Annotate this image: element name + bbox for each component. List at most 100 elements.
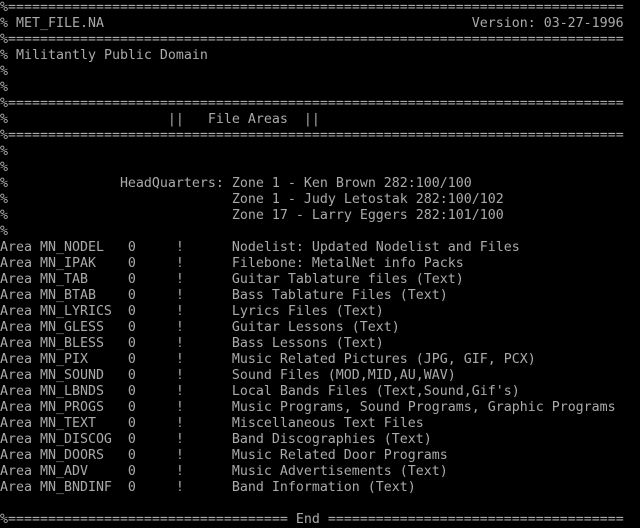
headquarters-line: % HeadQuarters: Zone 1 - Ken Brown 282:1… (0, 176, 472, 191)
area-flag: ! (175, 256, 184, 271)
area-flag: ! (175, 432, 184, 447)
separator-line: %=======================================… (0, 0, 624, 15)
file-name: % MET_FILE.NA (0, 16, 104, 31)
headquarters-line: % Zone 1 - Judy Letostak 282:100/102 (0, 192, 504, 207)
area-tag: MN_IPAK (39, 256, 96, 271)
area-description: Sound Files (MOD,MID,AU,WAV) (231, 368, 456, 383)
area-level: 0 (127, 432, 136, 447)
area-keyword: Area (0, 320, 32, 335)
area-flag: ! (175, 272, 184, 287)
area-tag: MN_TEXT (39, 416, 96, 431)
area-description: Music Advertisements (Text) (231, 464, 448, 479)
area-tag: MN_GLESS (39, 320, 104, 335)
area-flag: ! (175, 320, 184, 335)
area-description: Band Information (Text) (231, 480, 416, 495)
comment-line: % (0, 80, 8, 95)
area-flag: ! (175, 336, 184, 351)
area-level: 0 (127, 256, 136, 271)
area-row: Area MN_LBNDS 0! Local Bands Files (Text,So… (0, 384, 640, 400)
area-level: 0 (127, 240, 136, 255)
area-flag: ! (175, 384, 184, 399)
area-tag: MN_BTAB (39, 288, 96, 303)
area-description: Guitar Tablature files (Text) (231, 272, 464, 287)
comment-line: % (0, 224, 8, 239)
area-level: 0 (127, 336, 136, 351)
area-tag: MN_BNDINF (39, 480, 112, 495)
area-row: Area MN_LYRICS 0! Lyrics Files (Text) (0, 304, 640, 320)
area-tag: MN_LBNDS (39, 384, 104, 399)
area-keyword: Area (0, 368, 32, 383)
area-flag: ! (175, 464, 184, 479)
area-tag: MN_DOORS (39, 448, 104, 463)
area-keyword: Area (0, 352, 32, 367)
area-level: 0 (127, 416, 136, 431)
area-flag: ! (175, 368, 184, 383)
area-row: Area MN_PROGS 0! Music Programs, Sound Prog… (0, 400, 640, 416)
area-level: 0 (127, 400, 136, 415)
area-keyword: Area (0, 432, 32, 447)
version-label: Version: 03-27-1996 (471, 16, 624, 31)
blank-line (0, 496, 640, 512)
area-row: Area MN_SOUND 0! Sound Files (MOD,MID,AU,WA… (0, 368, 640, 384)
area-description: Nodelist: Updated Nodelist and Files (231, 240, 520, 255)
area-description: Filebone: MetalNet info Packs (231, 256, 464, 271)
area-keyword: Area (0, 272, 32, 287)
area-flag: ! (175, 240, 184, 255)
area-level: 0 (127, 304, 136, 319)
area-level: 0 (127, 464, 136, 479)
comment-line: % (0, 64, 8, 79)
area-tag: MN_ADV (39, 464, 88, 479)
area-keyword: Area (0, 400, 32, 415)
headquarters-line: % Zone 17 - Larry Eggers 282:101/100 (0, 208, 504, 223)
separator-line: %=======================================… (0, 96, 624, 111)
area-description: Band Discographies (Text) (231, 432, 432, 447)
area-flag: ! (175, 448, 184, 463)
area-row: Area MN_NODEL 0! Nodelist: Updated Nodelist… (0, 240, 640, 256)
area-row: Area MN_DISCOG 0! Band Discographies (Text) (0, 432, 640, 448)
area-level: 0 (127, 352, 136, 367)
area-row: Area MN_ADV 0! Music Advertisements (Text) (0, 464, 640, 480)
comment-line: % (0, 144, 8, 159)
area-flag: ! (175, 416, 184, 431)
area-tag: MN_LYRICS (39, 304, 112, 319)
area-keyword: Area (0, 448, 32, 463)
area-row: Area MN_DOORS 0! Music Related Door Program… (0, 448, 640, 464)
area-tag: MN_NODEL (39, 240, 104, 255)
area-description: Music Related Pictures (JPG, GIF, PCX) (231, 352, 536, 367)
area-tag: MN_SOUND (39, 368, 104, 383)
area-description: Local Bands Files (Text,Sound,Gif's) (231, 384, 520, 399)
area-description: Bass Lessons (Text) (231, 336, 384, 351)
area-description: Miscellaneous Text Files (231, 416, 424, 431)
area-flag: ! (175, 304, 184, 319)
area-description: Guitar Lessons (Text) (231, 320, 400, 335)
separator-line: %=======================================… (0, 128, 624, 143)
area-flag: ! (175, 288, 184, 303)
area-flag: ! (175, 480, 184, 495)
area-row: Area MN_TAB 0! Guitar Tablature files (Text… (0, 272, 640, 288)
area-list: Area MN_NODEL 0! Nodelist: Updated Nodelist… (0, 240, 640, 496)
area-keyword: Area (0, 288, 32, 303)
area-keyword: Area (0, 480, 32, 495)
area-tag: MN_PROGS (39, 400, 104, 415)
area-level: 0 (127, 272, 136, 287)
separator-line: %=======================================… (0, 32, 624, 47)
area-keyword: Area (0, 256, 32, 271)
area-row: Area MN_BLESS 0! Bass Lessons (Text) (0, 336, 640, 352)
area-tag: MN_PIX (39, 352, 88, 367)
area-level: 0 (127, 288, 136, 303)
area-keyword: Area (0, 464, 32, 479)
area-keyword: Area (0, 416, 32, 431)
area-keyword: Area (0, 240, 32, 255)
area-tag: MN_BLESS (39, 336, 104, 351)
area-level: 0 (127, 448, 136, 463)
area-keyword: Area (0, 384, 32, 399)
area-keyword: Area (0, 304, 32, 319)
area-level: 0 (127, 320, 136, 335)
footer-line: %=================================== End… (0, 512, 624, 527)
area-level: 0 (127, 384, 136, 399)
area-keyword: Area (0, 336, 32, 351)
area-description: Bass Tablature Files (Text) (231, 288, 448, 303)
area-flag: ! (175, 400, 184, 415)
comment-line: % (0, 160, 8, 175)
